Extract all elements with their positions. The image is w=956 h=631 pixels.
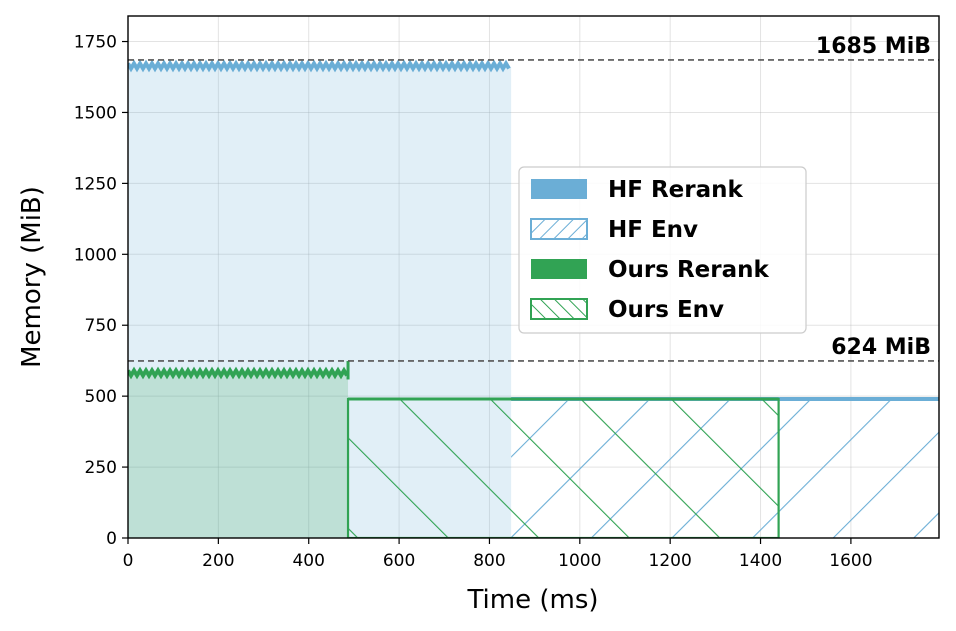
reference-lines: 1685 MiB 624 MiB [128,34,939,362]
x-tick-label: 1200 [649,551,692,571]
legend: HF Rerank HF Env Ours Rerank Ours Env [518,166,807,334]
x-tick-label: 400 [292,551,324,571]
x-tick-label: 1400 [739,551,782,571]
x-axis-label: Time (ms) [466,585,598,615]
hf-rerank-line [128,59,511,73]
ours-rerank-area [128,373,349,538]
x-tick-label: 800 [473,551,505,571]
y-tick-label: 1750 [74,33,117,53]
legend-swatch [530,218,588,240]
legend-frame [518,166,807,334]
legend-swatch [531,259,587,279]
x-tick-label: 0 [123,551,134,571]
legend-entry-label: HF Rerank [608,177,744,203]
y-tick-label: 500 [85,387,117,407]
x-tick-label: 1000 [558,551,601,571]
y-tick-label: 0 [106,529,117,549]
ours-env-hatch [346,397,780,538]
legend-entry-label: HF Env [608,217,698,243]
legend-swatch [531,179,587,199]
y-tick-label: 1000 [74,245,117,265]
reference-line-label: 624 MiB [831,335,931,360]
legend-entry-label: Ours Env [608,297,724,323]
y-axis: 0 250 500 750 1000 1250 1500 1750 [74,33,128,549]
x-axis: 0 200 400 600 800 1000 1200 1400 1600 [123,538,873,571]
y-tick-label: 750 [85,316,117,336]
legend-entry-label: Ours Rerank [608,257,770,283]
ours-rerank-line [128,366,349,380]
reference-line-label: 1685 MiB [816,34,931,59]
y-tick-label: 250 [85,458,117,478]
x-tick-label: 600 [383,551,415,571]
x-tick-label: 200 [202,551,234,571]
plot-area [128,59,939,538]
y-axis-label: Memory (MiB) [17,186,47,368]
y-tick-label: 1250 [74,174,117,194]
legend-swatch [530,298,588,320]
plot-frame [127,15,940,539]
y-tick-label: 1500 [74,103,117,123]
x-tick-label: 1600 [829,551,872,571]
